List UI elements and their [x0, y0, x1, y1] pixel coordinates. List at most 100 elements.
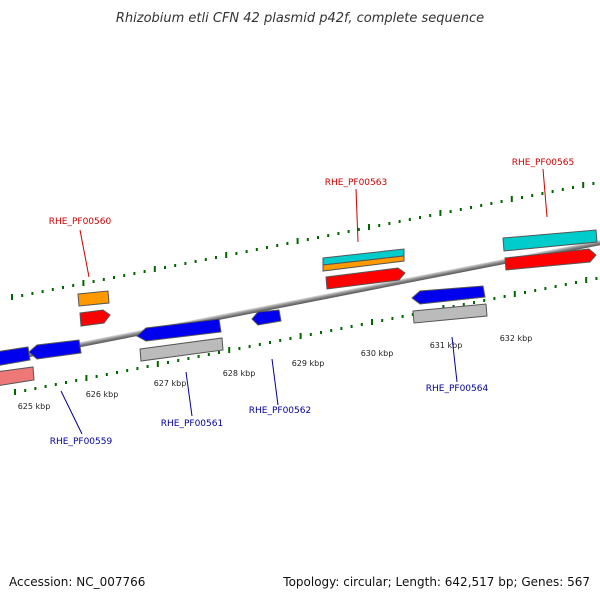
feature-cyan [502, 229, 598, 252]
minor-tick [92, 280, 95, 283]
feature-orange [77, 290, 110, 307]
minor-tick [123, 274, 126, 277]
minor-tick [136, 367, 139, 370]
minor-tick [62, 286, 64, 289]
minor-tick [248, 345, 251, 348]
minor-tick [327, 234, 330, 237]
minor-tick [480, 204, 483, 207]
lower-scale [14, 277, 598, 395]
sequence-backbone [0, 229, 600, 374]
minor-tick [34, 387, 37, 390]
minor-tick [24, 389, 27, 392]
minor-tick [388, 222, 391, 225]
major-tick [296, 238, 299, 244]
minor-tick [194, 260, 197, 263]
kbp-label: 631 kbp [430, 341, 463, 350]
major-tick [228, 347, 231, 353]
minor-tick [204, 258, 207, 261]
gene-label[interactable]: RHE_PF00559 [50, 437, 113, 447]
minor-tick [452, 305, 455, 308]
gene-RHE_PF00560[interactable] [77, 290, 111, 327]
minor-tick [41, 290, 44, 293]
gene-label[interactable]: RHE_PF00562 [249, 406, 311, 416]
reverse-strand-features [0, 285, 488, 386]
gene-label[interactable]: RHE_PF00565 [512, 158, 574, 168]
gene-RHE_PF00561[interactable] [136, 318, 224, 362]
minor-tick [317, 236, 319, 239]
minor-tick [534, 289, 537, 292]
gene-RHE_PF00564[interactable] [411, 285, 488, 324]
feature-blue-arrow [411, 285, 486, 305]
minor-tick [197, 355, 200, 358]
minor-tick [554, 285, 557, 288]
minor-tick [75, 379, 78, 382]
minor-tick [164, 266, 166, 269]
minor-tick [592, 182, 595, 185]
gene-labels: RHE_PF00560 RHE_PF00563 RHE_PF00565 RHE_… [49, 158, 574, 447]
feature-orange [322, 255, 405, 272]
minor-tick [357, 228, 360, 231]
upper-scale [11, 182, 595, 300]
minor-tick [459, 208, 462, 211]
minor-tick [279, 339, 282, 342]
minor-tick [133, 272, 136, 275]
gene-RHE_PF00559[interactable] [28, 339, 82, 360]
map-title: Rhizobium etli CFN 42 plasmid p42f, comp… [116, 11, 484, 26]
minor-tick [524, 291, 526, 294]
minor-tick [337, 232, 340, 235]
minor-tick [245, 250, 248, 253]
minor-tick [320, 331, 322, 334]
minor-tick [306, 238, 309, 241]
forward-strand-features [77, 229, 598, 327]
minor-tick [340, 327, 343, 330]
gene-left-edge[interactable] [0, 346, 35, 386]
gene-label[interactable]: RHE_PF00564 [426, 384, 489, 394]
minor-tick [347, 230, 350, 233]
gene-RHE_PF00562[interactable] [251, 309, 282, 326]
major-tick [439, 210, 442, 216]
kbp-label: 629 kbp [292, 359, 325, 368]
minor-tick [102, 278, 105, 281]
kbp-labels: 625 kbp 626 kbp 627 kbp 628 kbp 629 kbp … [18, 334, 533, 411]
minor-tick [483, 299, 486, 302]
minor-tick [551, 190, 554, 193]
minor-tick [564, 283, 567, 286]
minor-tick [105, 373, 108, 376]
minor-tick [561, 188, 564, 191]
minor-tick [500, 200, 503, 203]
gene-RHE_PF00565[interactable] [502, 229, 598, 271]
major-tick [153, 266, 156, 272]
minor-tick [408, 218, 411, 221]
minor-tick [72, 284, 75, 287]
minor-tick [360, 323, 363, 326]
minor-tick [449, 210, 452, 213]
major-tick [85, 375, 88, 381]
minor-tick [470, 206, 472, 209]
major-tick [371, 319, 373, 325]
minor-tick [143, 270, 146, 273]
gene-label[interactable]: RHE_PF00561 [161, 419, 223, 429]
minor-tick [401, 315, 404, 318]
gene-label[interactable]: RHE_PF00560 [49, 217, 112, 227]
feature-pink [0, 366, 35, 386]
minor-tick [31, 292, 34, 295]
major-tick [225, 252, 228, 258]
major-tick [82, 280, 85, 286]
gene-RHE_PF00563[interactable] [322, 248, 406, 290]
major-tick [510, 196, 513, 202]
minor-tick [54, 383, 57, 386]
kbp-label: 632 kbp [500, 334, 533, 343]
minor-tick [572, 186, 574, 189]
gene-label[interactable]: RHE_PF00563 [325, 178, 387, 188]
feature-blue-arrow [136, 318, 222, 342]
minor-tick [167, 361, 169, 364]
minor-tick [286, 242, 289, 245]
minor-tick [65, 381, 67, 384]
minor-tick [398, 220, 401, 223]
minor-tick [381, 319, 384, 322]
feature-red-arrow [504, 248, 597, 271]
feature-blue-arrow [28, 339, 82, 360]
feature-red-arrow [325, 267, 406, 290]
minor-tick [541, 192, 544, 195]
